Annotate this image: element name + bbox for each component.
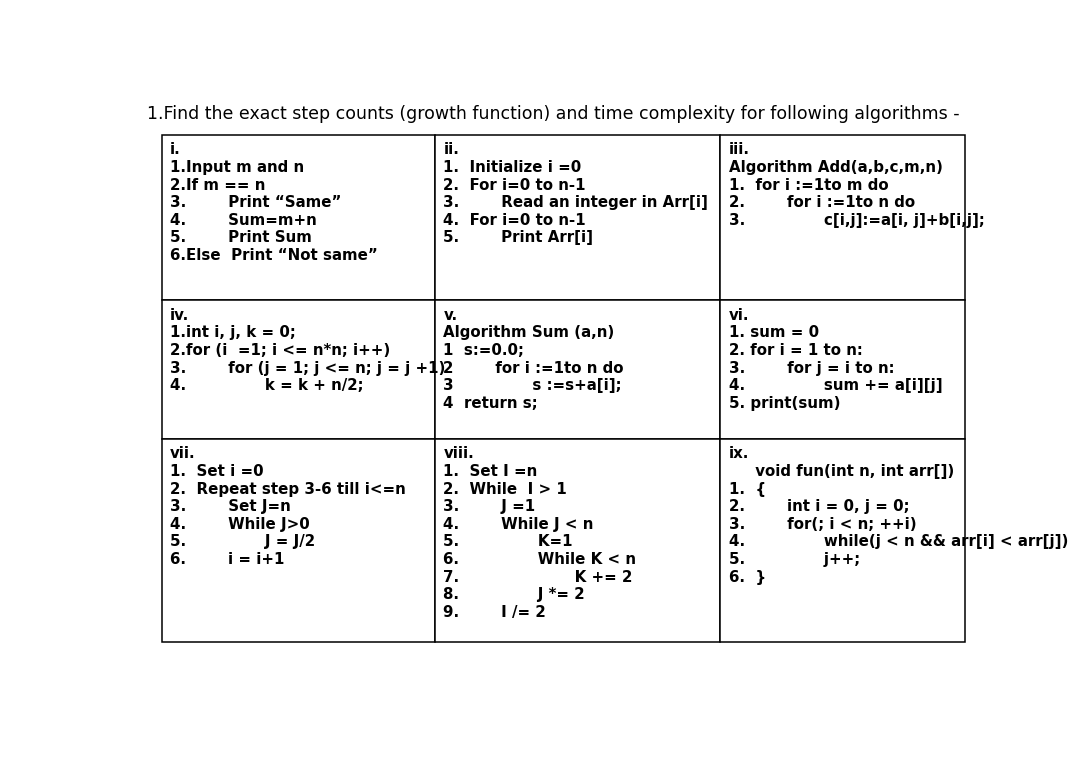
Text: 4.  For i=0 to n-1: 4. For i=0 to n-1 <box>444 213 586 228</box>
Text: Algorithm Sum (a,n): Algorithm Sum (a,n) <box>444 326 615 340</box>
FancyBboxPatch shape <box>720 300 966 439</box>
Text: 5.        Print Sum: 5. Print Sum <box>171 230 312 246</box>
Text: 3.        Read an integer in Arr[i]: 3. Read an integer in Arr[i] <box>444 195 708 210</box>
FancyBboxPatch shape <box>162 300 435 439</box>
Text: 1.  Set I =n: 1. Set I =n <box>444 464 538 479</box>
Text: 2.  While  I > 1: 2. While I > 1 <box>444 482 567 497</box>
Text: 3.               c[i,j]:=a[i, j]+b[i,j];: 3. c[i,j]:=a[i, j]+b[i,j]; <box>729 213 984 228</box>
FancyBboxPatch shape <box>435 300 720 439</box>
Text: 2.        for i :=1to n do: 2. for i :=1to n do <box>729 195 915 210</box>
Text: 1.  Set i =0: 1. Set i =0 <box>171 464 264 479</box>
Text: 1.Find the exact step counts (growth function) and time complexity for following: 1.Find the exact step counts (growth fun… <box>147 105 960 123</box>
FancyBboxPatch shape <box>162 134 435 300</box>
Text: i.: i. <box>171 142 181 157</box>
Text: 3.        for (j = 1; j <= n; j = j +1): 3. for (j = 1; j <= n; j = j +1) <box>171 361 446 376</box>
Text: 2. for i = 1 to n:: 2. for i = 1 to n: <box>729 343 862 358</box>
Text: 6.  }: 6. } <box>729 570 766 584</box>
Text: 2        for i :=1to n do: 2 for i :=1to n do <box>444 361 624 376</box>
Text: 5.               j++;: 5. j++; <box>729 552 860 567</box>
Text: 2.  Repeat step 3-6 till i<=n: 2. Repeat step 3-6 till i<=n <box>171 482 406 497</box>
FancyBboxPatch shape <box>435 134 720 300</box>
Text: 8.               J *= 2: 8. J *= 2 <box>444 588 585 602</box>
Text: 1.int i, j, k = 0;: 1.int i, j, k = 0; <box>171 326 296 340</box>
Text: 1.  Initialize i =0: 1. Initialize i =0 <box>444 160 582 175</box>
Text: v.: v. <box>444 308 458 323</box>
Text: 3.        for(; i < n; ++i): 3. for(; i < n; ++i) <box>729 517 916 531</box>
Text: 3.        for j = i to n:: 3. for j = i to n: <box>729 361 894 376</box>
FancyBboxPatch shape <box>720 439 966 642</box>
Text: vi.: vi. <box>729 308 750 323</box>
Text: 2.If m == n: 2.If m == n <box>171 177 266 193</box>
Text: Algorithm Add(a,b,c,m,n): Algorithm Add(a,b,c,m,n) <box>729 160 943 175</box>
Text: 3.        Set J=n: 3. Set J=n <box>171 499 291 514</box>
Text: 5.               K=1: 5. K=1 <box>444 535 572 549</box>
Text: 6.               While K < n: 6. While K < n <box>444 552 636 567</box>
Text: ix.: ix. <box>729 446 748 462</box>
Text: ii.: ii. <box>444 142 459 157</box>
Text: 4.               while(j < n && arr[i] < arr[j]): 4. while(j < n && arr[i] < arr[j]) <box>729 535 1068 549</box>
Text: 2.  For i=0 to n-1: 2. For i=0 to n-1 <box>444 177 585 193</box>
Text: 2.        int i = 0, j = 0;: 2. int i = 0, j = 0; <box>729 499 909 514</box>
Text: 4.        Sum=m+n: 4. Sum=m+n <box>171 213 316 228</box>
FancyBboxPatch shape <box>435 439 720 642</box>
Text: 1.  {: 1. { <box>729 482 766 497</box>
Text: 2.for (i  =1; i <= n*n; i++): 2.for (i =1; i <= n*n; i++) <box>171 343 390 358</box>
Text: 5. print(sum): 5. print(sum) <box>729 396 840 411</box>
Text: 6.Else  Print “Not same”: 6.Else Print “Not same” <box>171 248 378 263</box>
Text: 4.        While J>0: 4. While J>0 <box>171 517 310 531</box>
Text: 4  return s;: 4 return s; <box>444 396 538 411</box>
FancyBboxPatch shape <box>162 439 435 642</box>
Text: 1.Input m and n: 1.Input m and n <box>171 160 305 175</box>
Text: 4.               sum += a[i][j]: 4. sum += a[i][j] <box>729 379 942 393</box>
Text: iv.: iv. <box>171 308 189 323</box>
Text: 4.               k = k + n/2;: 4. k = k + n/2; <box>171 379 364 393</box>
Text: 4.        While J < n: 4. While J < n <box>444 517 594 531</box>
Text: 1.  for i :=1to m do: 1. for i :=1to m do <box>729 177 888 193</box>
Text: 7.                      K += 2: 7. K += 2 <box>444 570 633 584</box>
Text: iii.: iii. <box>729 142 750 157</box>
Text: 5.        Print Arr[i]: 5. Print Arr[i] <box>444 230 593 246</box>
Text: 3               s :=s+a[i];: 3 s :=s+a[i]; <box>444 379 622 393</box>
FancyBboxPatch shape <box>720 134 966 300</box>
Text: viii.: viii. <box>444 446 474 462</box>
Text: 1  s:=0.0;: 1 s:=0.0; <box>444 343 524 358</box>
Text: void fun(int n, int arr[]): void fun(int n, int arr[]) <box>729 464 954 479</box>
Text: 3.        J =1: 3. J =1 <box>444 499 536 514</box>
Text: 1. sum = 0: 1. sum = 0 <box>729 326 819 340</box>
Text: 6.        i = i+1: 6. i = i+1 <box>171 552 284 567</box>
Text: 9.        I /= 2: 9. I /= 2 <box>444 605 546 620</box>
Text: 5.               J = J/2: 5. J = J/2 <box>171 535 315 549</box>
Text: 3.        Print “Same”: 3. Print “Same” <box>171 195 341 210</box>
Text: vii.: vii. <box>171 446 195 462</box>
